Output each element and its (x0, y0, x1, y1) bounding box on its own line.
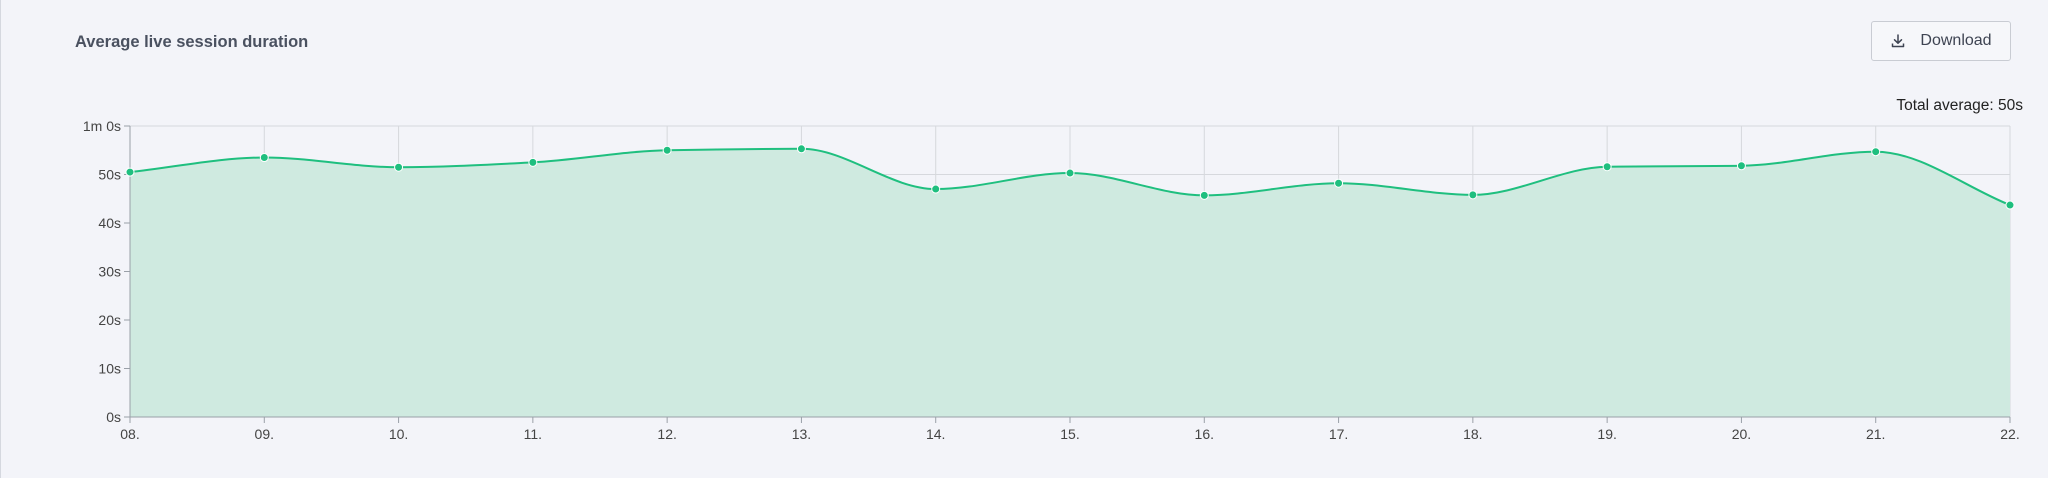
data-point (1199, 190, 1209, 200)
y-tick-label: 10s (98, 361, 121, 377)
x-tick-label: 11. (524, 426, 542, 442)
data-point (528, 157, 538, 167)
data-point (1065, 168, 1075, 178)
x-tick-label: 08. (120, 426, 139, 442)
data-point (1736, 161, 1746, 171)
total-average: Total average: 50s (1896, 97, 2023, 114)
x-tick-label: 10. (389, 426, 408, 442)
x-tick-label: 20. (1732, 426, 1751, 442)
x-axis-labels: 08. 09. 10. 11. 12. 13. 14. 15. 16. 17. 18. 19. 20. 2… (120, 426, 2019, 442)
data-point (931, 184, 941, 194)
data-point (394, 162, 404, 172)
download-button-label: Download (1920, 32, 1992, 49)
download-button[interactable]: Download (1871, 21, 2011, 61)
download-icon (1890, 33, 1906, 49)
data-point (259, 153, 269, 163)
y-tick-label: 30s (98, 264, 121, 280)
x-tick-label: 17. (1329, 426, 1348, 442)
y-tick-label: 50s (98, 167, 121, 183)
y-tick-label: 20s (98, 312, 121, 328)
points-layer (125, 144, 2015, 210)
data-point (1334, 178, 1344, 188)
data-point (796, 144, 806, 154)
x-tick-label: 21. (1866, 426, 1885, 442)
series-area (130, 148, 2010, 418)
x-tick-label: 13. (792, 426, 811, 442)
y-tick-label: 0s (106, 409, 121, 425)
x-tick-label: 16. (1195, 426, 1214, 442)
y-tick-label: 1m 0s (83, 118, 121, 134)
y-tick-label: 40s (98, 215, 121, 231)
chart-title: Average live session duration (75, 33, 309, 51)
x-tick-label: 14. (926, 426, 945, 442)
data-point (1468, 190, 1478, 200)
x-tick-label: 18. (1463, 426, 1482, 442)
x-tick-label: 12. (657, 426, 676, 442)
area-layer (130, 148, 2010, 418)
y-axis-labels: 0s 10s 20s 30s 40s 50s 1m 0s (83, 118, 121, 425)
data-point (1871, 147, 1881, 157)
x-tick-label: 19. (1597, 426, 1616, 442)
data-point (1602, 162, 1612, 172)
x-tick-label: 09. (255, 426, 274, 442)
x-tick-label: 22. (2000, 426, 2019, 442)
data-point (662, 145, 672, 155)
data-point (125, 167, 135, 177)
left-border (0, 0, 1, 478)
data-point (2005, 200, 2015, 210)
x-tick-label: 15. (1060, 426, 1079, 442)
